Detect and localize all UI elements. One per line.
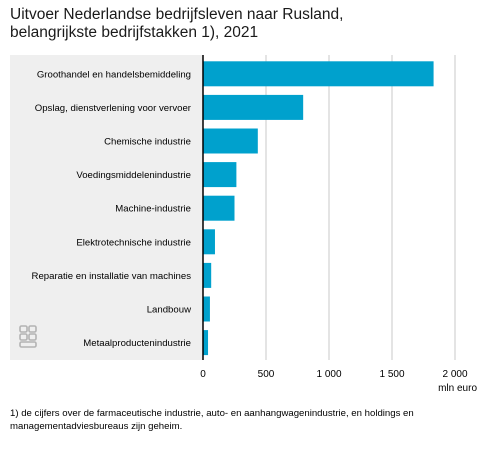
bar	[203, 128, 258, 154]
category-label: Voedingsmiddelenindustrie	[76, 170, 191, 181]
x-tick-label: 0	[200, 369, 206, 380]
x-tick-label: 1 000	[316, 369, 341, 380]
category-label-panel	[10, 55, 203, 360]
category-label: Elektrotechnische industrie	[76, 237, 191, 248]
bar	[203, 229, 215, 255]
x-tick-label: 1 500	[379, 369, 404, 380]
bar	[203, 162, 237, 188]
category-label: Reparatie en installatie van machines	[32, 271, 192, 282]
bar	[203, 61, 434, 87]
x-tick-label: 2 000	[442, 369, 467, 380]
category-label: Landbouw	[147, 305, 191, 316]
category-label: Metaalproductenindustrie	[83, 338, 191, 349]
bar	[203, 262, 212, 288]
category-label: Machine-industrie	[115, 204, 191, 215]
bar	[203, 330, 209, 356]
x-tick-labels: 0 500 1 000 1 500 2 000	[200, 369, 468, 380]
category-label: Groothandel en handelsbemiddeling	[37, 69, 191, 80]
footnote: 1) de cijfers over de farmaceutische ind…	[10, 408, 414, 432]
chart-title-line-1: Uitvoer Nederlandse bedrijfsleven naar R…	[10, 6, 344, 23]
chart-title: Uitvoer Nederlandse bedrijfsleven naar R…	[10, 6, 480, 42]
category-label: Chemische industrie	[104, 137, 191, 148]
x-axis-label: mln euro	[438, 383, 477, 394]
x-tick-label: 500	[258, 369, 275, 380]
bar	[203, 195, 235, 221]
bar-chart: Groothandel en handelsbemiddeling Opslag,…	[10, 55, 477, 394]
cbs-logo-icon	[19, 325, 37, 348]
chart-title-line-2: belangrijkste bedrijfstakken 1), 2021	[10, 24, 259, 41]
bars	[203, 61, 434, 356]
category-labels: Groothandel en handelsbemiddeling Opslag,…	[32, 69, 192, 349]
bar	[203, 296, 210, 322]
category-label: Opslag, dienstverlening voor vervoer	[35, 103, 192, 114]
bar	[203, 94, 304, 120]
